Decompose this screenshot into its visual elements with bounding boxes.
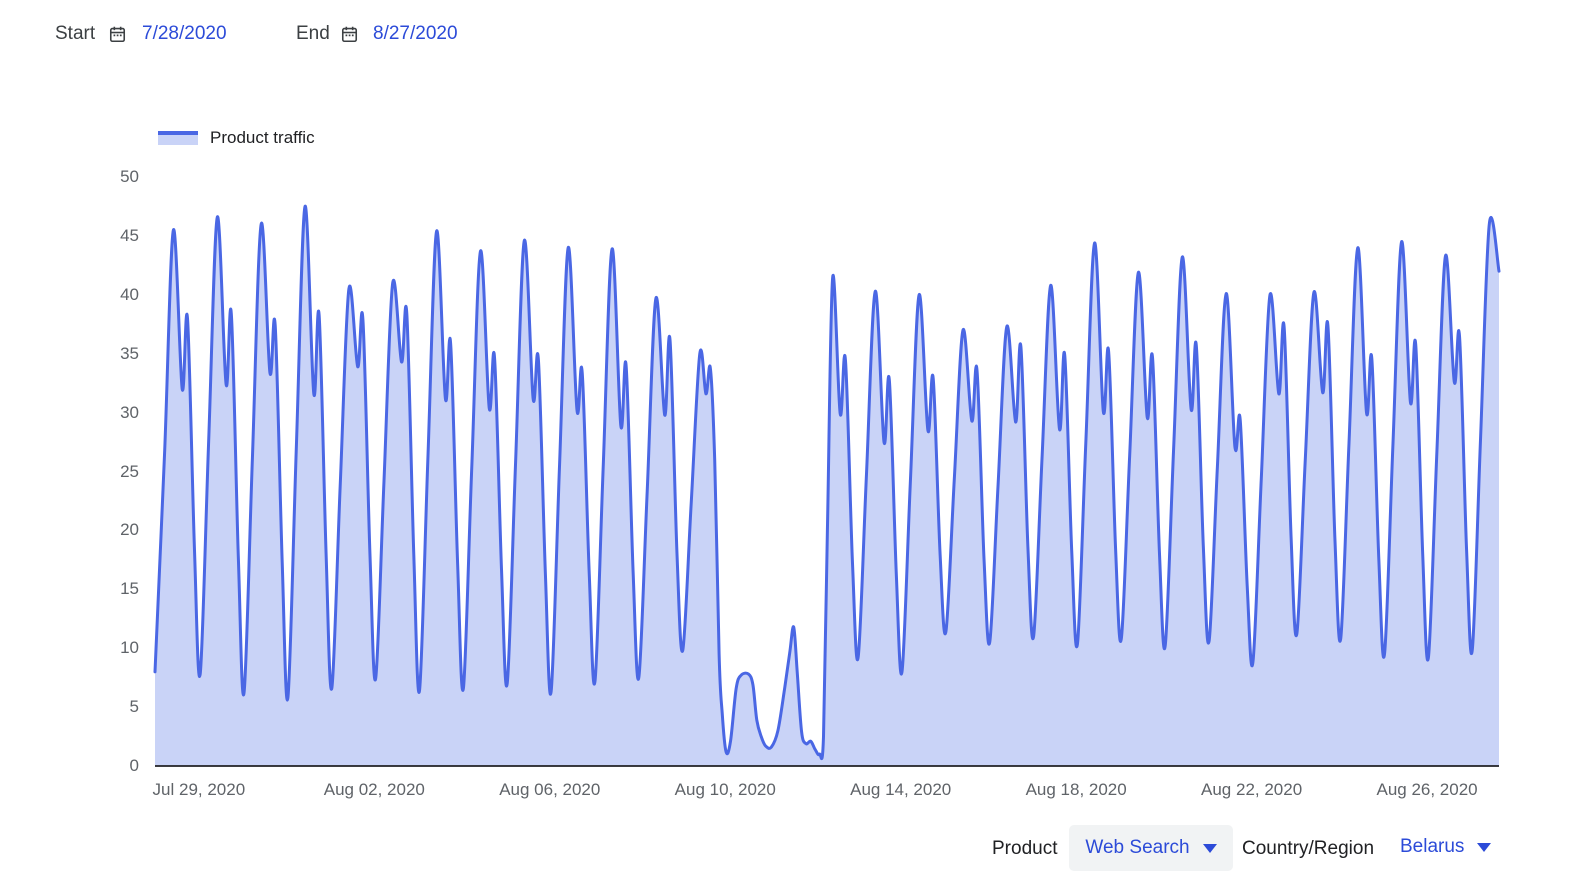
country-label: Country/Region — [1242, 838, 1375, 859]
end-label: End — [296, 23, 330, 44]
country-dropdown-value: Belarus — [1400, 836, 1465, 857]
caret-down-icon — [1202, 843, 1217, 853]
y-tick-label: 30 — [120, 402, 139, 422]
y-tick-label: 45 — [120, 225, 139, 245]
y-tick-label: 25 — [120, 461, 139, 481]
y-tick-label: 15 — [120, 579, 139, 599]
legend-swatch-icon — [158, 131, 198, 145]
start-date-button[interactable]: 7/28/2020 — [142, 21, 227, 47]
product-label: Product — [992, 838, 1058, 859]
x-tick-label: Aug 18, 2020 — [1025, 780, 1127, 799]
country-dropdown[interactable]: Belarus — [1400, 836, 1492, 858]
calendar-icon[interactable] — [108, 25, 127, 44]
y-tick-label: 40 — [120, 284, 139, 304]
traffic-line — [153, 204, 1501, 761]
x-tick-label: Aug 26, 2020 — [1376, 780, 1478, 799]
x-tick-label: Aug 14, 2020 — [850, 780, 952, 799]
x-tick-label: Aug 10, 2020 — [674, 780, 776, 799]
calendar-icon[interactable] — [340, 25, 359, 44]
y-tick-label: 0 — [129, 756, 139, 775]
end-date-button[interactable]: 8/27/2020 — [373, 21, 458, 47]
chart-legend: Product traffic — [158, 128, 315, 148]
y-tick-label: 5 — [129, 697, 139, 717]
y-tick-label: 20 — [120, 520, 139, 540]
y-tick-label: 35 — [120, 343, 139, 363]
y-tick-label: 10 — [120, 638, 139, 658]
x-tick-label: Aug 02, 2020 — [323, 780, 425, 799]
x-tick-label: Jul 29, 2020 — [152, 780, 246, 799]
start-label: Start — [55, 23, 96, 44]
x-tick-label: Aug 06, 2020 — [499, 780, 601, 799]
product-dropdown[interactable]: Web Search — [1069, 825, 1233, 871]
traffic-area — [155, 206, 1499, 766]
legend-label: Product traffic — [210, 128, 315, 147]
caret-down-icon — [1477, 842, 1492, 852]
x-tick-label: Aug 22, 2020 — [1201, 780, 1303, 799]
y-tick-label: 50 — [120, 167, 139, 186]
product-dropdown-value: Web Search — [1085, 837, 1190, 858]
